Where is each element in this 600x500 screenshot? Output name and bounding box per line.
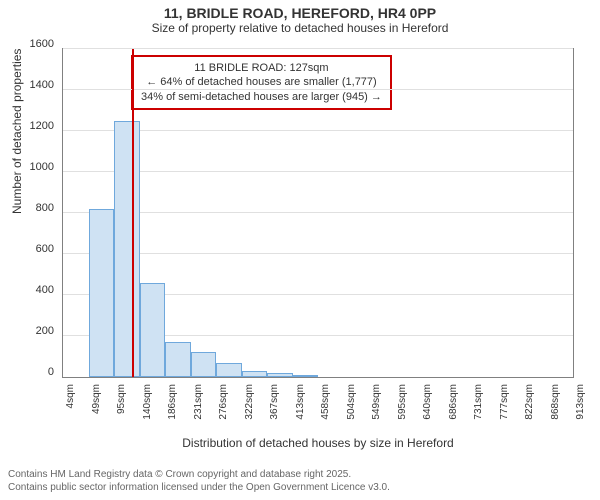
x-tick-label: 322sqm (244, 384, 255, 420)
footer-line1: Contains HM Land Registry data © Crown c… (8, 469, 390, 482)
annotation-line3: 34% of semi-detached houses are larger (… (141, 90, 382, 104)
chart-container: 11, BRIDLE ROAD, HEREFORD, HR4 0PP Size … (0, 0, 600, 500)
y-tick-label: 800 (36, 202, 54, 214)
x-tick-label: 276sqm (218, 384, 229, 420)
gridline (63, 253, 573, 254)
x-tick-label: 367sqm (269, 384, 280, 420)
histogram-bar (267, 373, 293, 377)
gridline (63, 89, 573, 90)
x-tick-label: 231sqm (193, 384, 204, 420)
x-tick-label: 868sqm (550, 384, 561, 420)
x-tick-label: 686sqm (448, 384, 459, 420)
histogram-bar (216, 363, 242, 377)
footer-line2: Contains public sector information licen… (8, 482, 390, 495)
y-tick-label: 1600 (30, 38, 54, 50)
x-tick-label: 731sqm (473, 384, 484, 420)
histogram-bar (89, 209, 115, 377)
histogram-bar (114, 121, 140, 377)
x-tick-label: 777sqm (499, 384, 510, 420)
y-ticks: 02004006008001000120014001600 (0, 48, 58, 378)
annotation-line2: ← 64% of detached houses are smaller (1,… (141, 75, 382, 89)
page-subtitle: Size of property relative to detached ho… (0, 21, 600, 35)
x-tick-label: 549sqm (371, 384, 382, 420)
page-title: 11, BRIDLE ROAD, HEREFORD, HR4 0PP (0, 0, 600, 21)
y-tick-label: 600 (36, 243, 54, 255)
x-tick-label: 49sqm (91, 384, 102, 414)
footer: Contains HM Land Registry data © Crown c… (8, 469, 390, 494)
y-tick-label: 1400 (30, 79, 54, 91)
chart-area: 11 BRIDLE ROAD: 127sqm ← 64% of detached… (62, 48, 574, 378)
gridline (63, 171, 573, 172)
histogram-bar (293, 375, 319, 377)
x-tick-label: 458sqm (320, 384, 331, 420)
y-tick-label: 400 (36, 284, 54, 296)
annotation-box: 11 BRIDLE ROAD: 127sqm ← 64% of detached… (131, 55, 392, 110)
histogram-bar (191, 352, 217, 377)
histogram-bar (165, 342, 191, 377)
x-ticks: 4sqm 49sqm 95sqm 140sqm 186sqm 231sqm 276sqm 32… (62, 380, 574, 435)
y-tick-label: 1200 (30, 120, 54, 132)
x-tick-label: 95sqm (116, 384, 127, 414)
x-tick-label: 413sqm (295, 384, 306, 420)
x-tick-label: 822sqm (524, 384, 535, 420)
x-tick-label: 4sqm (65, 384, 76, 408)
x-tick-label: 640sqm (422, 384, 433, 420)
x-axis-label: Distribution of detached houses by size … (62, 436, 574, 450)
gridline (63, 212, 573, 213)
histogram-bar (242, 371, 268, 377)
x-tick-label: 140sqm (142, 384, 153, 420)
x-tick-label: 186sqm (167, 384, 178, 420)
x-tick-label: 504sqm (346, 384, 357, 420)
gridline (63, 48, 573, 49)
y-tick-label: 1000 (30, 161, 54, 173)
gridline (63, 130, 573, 131)
y-tick-label: 0 (48, 366, 54, 378)
marker-line (132, 49, 134, 377)
histogram-bar (140, 283, 166, 377)
x-tick-label: 595sqm (397, 384, 408, 420)
annotation-line1: 11 BRIDLE ROAD: 127sqm (141, 61, 382, 75)
y-tick-label: 200 (36, 325, 54, 337)
x-tick-label: 913sqm (575, 384, 586, 420)
